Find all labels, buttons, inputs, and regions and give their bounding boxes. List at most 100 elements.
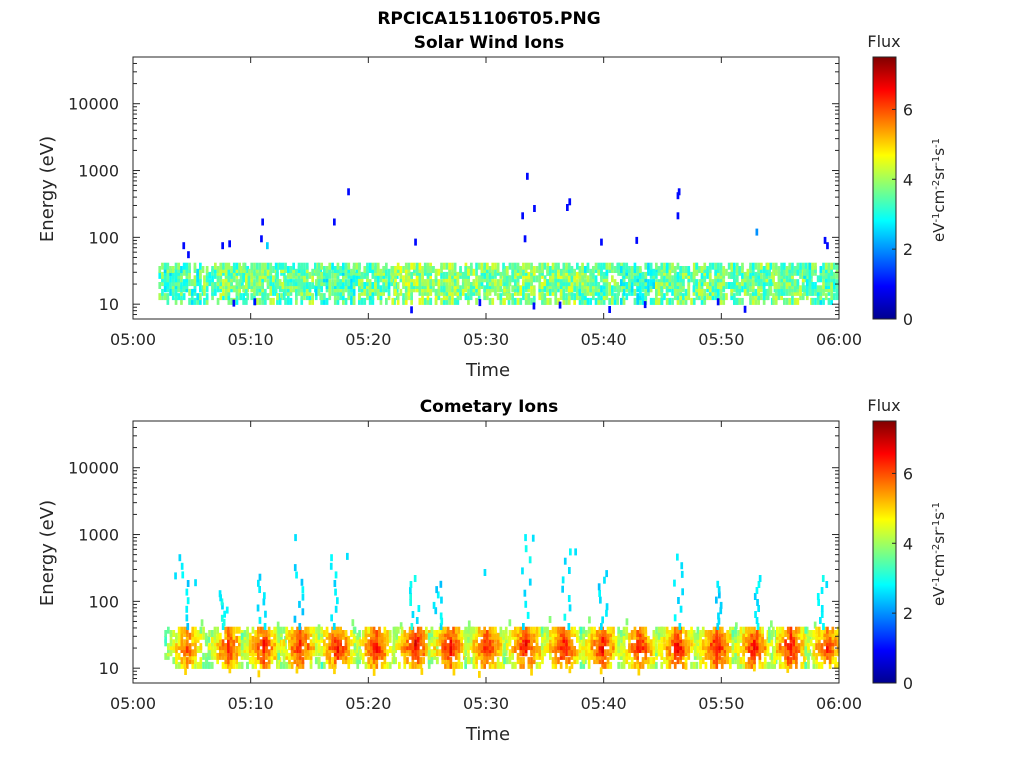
heatmap-cell: [630, 285, 634, 293]
heatmap-cell: [261, 293, 264, 301]
heatmap-cell: [668, 279, 672, 287]
heatmap-cell: [611, 293, 614, 301]
heatmap-cell: [272, 282, 275, 289]
heatmap-cell: [703, 279, 707, 287]
y-tick-label: 100: [88, 228, 119, 247]
heatmap-cell: [714, 293, 717, 301]
heatmap-cell: [770, 630, 774, 637]
heatmap-cell: [573, 279, 576, 287]
heatmap-cell: [549, 266, 552, 273]
heatmap-cell: [554, 262, 558, 270]
heatmap-cell: [718, 643, 721, 651]
heatmap-cell: [511, 271, 514, 279]
heatmap-cell: [370, 657, 373, 665]
heatmap-cell: [620, 266, 623, 273]
heatmap-cell: [426, 285, 430, 293]
heatmap-cell: [451, 288, 454, 296]
heatmap-cell: [676, 212, 680, 220]
heatmap-cell: [392, 643, 396, 651]
heatmap-cell: [350, 293, 353, 301]
heatmap-cell: [617, 643, 620, 651]
heatmap-cell: [586, 288, 590, 296]
heatmap-cell: [530, 297, 533, 305]
heatmap-cell: [344, 297, 348, 305]
heatmap-cell: [486, 657, 489, 665]
heatmap-cell: [582, 643, 586, 651]
heatmap-cell: [213, 646, 217, 653]
heatmap-cell: [448, 293, 451, 301]
heatmap-cell: [682, 297, 685, 305]
heatmap-cell: [587, 661, 591, 669]
heatmap-cell: [647, 262, 650, 270]
heatmap-cell: [785, 275, 789, 283]
heatmap-cell: [211, 279, 214, 287]
heatmap-cell: [433, 630, 436, 637]
heatmap-cell: [576, 657, 579, 665]
heatmap-cell: [174, 262, 178, 270]
heatmap-cell: [609, 646, 613, 653]
heatmap-cell: [774, 657, 778, 665]
heatmap-cell: [823, 657, 827, 665]
heatmap-cell: [347, 279, 351, 287]
heatmap-cell: [586, 297, 590, 305]
heatmap-cell: [737, 630, 740, 637]
heatmap-cell: [396, 297, 400, 305]
heatmap-cell: [772, 275, 775, 283]
heatmap-cell: [284, 643, 287, 651]
heatmap-cell: [210, 630, 214, 637]
heatmap-cell: [573, 657, 576, 665]
heatmap-cell: [442, 293, 446, 301]
heatmap-cell: [402, 266, 405, 273]
heatmap-cell: [726, 657, 729, 665]
heatmap-cell: [254, 646, 257, 653]
heatmap-cell: [568, 567, 571, 574]
heatmap-cell: [286, 279, 290, 287]
heatmap-cell: [630, 657, 634, 665]
heatmap-cell: [292, 279, 295, 287]
heatmap-cell: [347, 643, 351, 651]
heatmap-cell: [665, 626, 669, 634]
heatmap-cell: [201, 285, 205, 293]
heatmap-cell: [266, 293, 270, 301]
heatmap-cell: [823, 236, 827, 244]
heatmap-cell: [392, 626, 396, 634]
heatmap-cell: [371, 297, 375, 305]
heatmap-cell: [360, 271, 364, 279]
heatmap-cell: [188, 657, 192, 665]
heatmap-cell: [317, 626, 321, 634]
heatmap-cell: [246, 626, 249, 634]
heatmap-cell: [477, 643, 481, 651]
heatmap-cell: [229, 626, 233, 634]
heatmap-cell: [778, 626, 782, 634]
heatmap-cell: [225, 606, 229, 614]
heatmap-cell: [718, 657, 721, 665]
x-tick-label: 05:40: [581, 694, 627, 713]
heatmap-cell: [608, 306, 611, 313]
heatmap-cell: [386, 635, 389, 643]
heatmap-cell: [602, 279, 606, 287]
heatmap-cell: [655, 297, 658, 305]
heatmap-cell: [300, 262, 304, 270]
heatmap-cell: [514, 279, 517, 287]
heatmap-cell: [305, 293, 309, 301]
heatmap-cell: [647, 643, 650, 651]
heatmap-cell: [655, 293, 658, 301]
heatmap-cell: [679, 288, 682, 296]
heatmap-cell: [606, 632, 610, 640]
heatmap-cell: [684, 293, 688, 301]
heatmap-cell: [516, 652, 520, 660]
heatmap-cell: [250, 271, 254, 279]
heatmap-cell: [673, 661, 677, 669]
heatmap-cell: [183, 657, 186, 665]
heatmap-cell: [644, 288, 648, 296]
heatmap-cell: [171, 266, 175, 273]
heatmap-cell: [333, 297, 337, 305]
heatmap-cell: [248, 657, 252, 665]
heatmap-cell: [180, 293, 183, 301]
heatmap-cell: [581, 288, 585, 296]
heatmap-cell: [439, 580, 443, 588]
heatmap-cell: [819, 617, 822, 624]
heatmap-cell: [671, 288, 674, 296]
heatmap-cell: [359, 649, 362, 657]
heatmap-cell: [359, 639, 362, 647]
